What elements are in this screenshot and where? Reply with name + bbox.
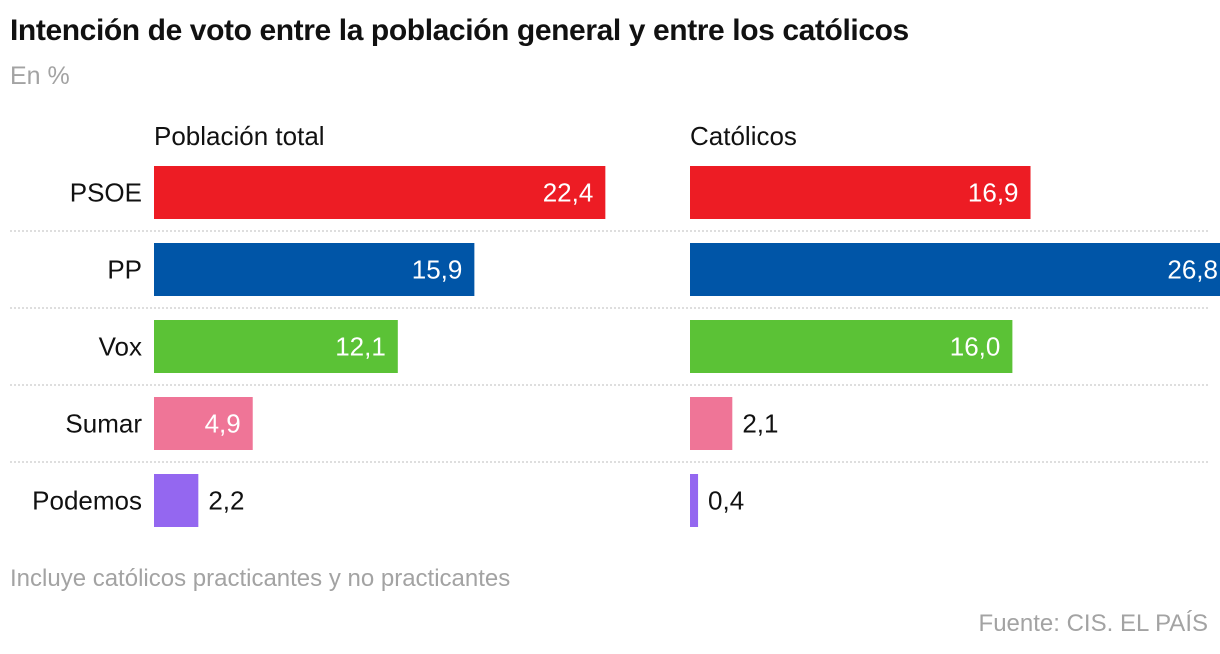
- data-label: 16,0: [950, 332, 1001, 362]
- bar: [154, 320, 398, 373]
- panel-title: Católicos: [690, 121, 797, 151]
- source-credit: Fuente: CIS. EL PAÍS: [978, 610, 1208, 637]
- category-label: Podemos: [32, 486, 142, 516]
- bar: [690, 166, 1031, 219]
- category-label: Vox: [99, 332, 142, 362]
- bar: [690, 320, 1013, 373]
- bar: [690, 397, 733, 450]
- bar: [154, 397, 253, 450]
- data-label: 22,4: [543, 178, 594, 208]
- bar: [690, 243, 1220, 296]
- category-label: PP: [107, 255, 142, 285]
- data-label: 4,9: [205, 409, 241, 439]
- data-label: 2,2: [208, 486, 244, 516]
- bar: [154, 474, 199, 527]
- data-label: 15,9: [412, 255, 463, 285]
- category-label: Sumar: [65, 409, 142, 439]
- category-label: PSOE: [70, 178, 142, 208]
- panel-title: Población total: [154, 121, 325, 151]
- bar-chart: PSOE PP Vox Sumar Podemos Población total 22,4…: [10, 121, 1220, 527]
- data-label: 0,4: [708, 486, 744, 516]
- bar: [154, 166, 606, 219]
- data-label: 12,1: [335, 332, 386, 362]
- bar: [154, 243, 475, 296]
- data-label: 16,9: [968, 178, 1019, 208]
- chart-subtitle: En %: [10, 62, 70, 90]
- data-label: 26,8: [1167, 255, 1218, 285]
- data-label: 2,1: [742, 409, 778, 439]
- bar: [690, 474, 699, 527]
- chart-title: Intención de voto entre la población gen…: [10, 14, 909, 47]
- footnote: Incluye católicos practicantes y no prac…: [10, 565, 511, 592]
